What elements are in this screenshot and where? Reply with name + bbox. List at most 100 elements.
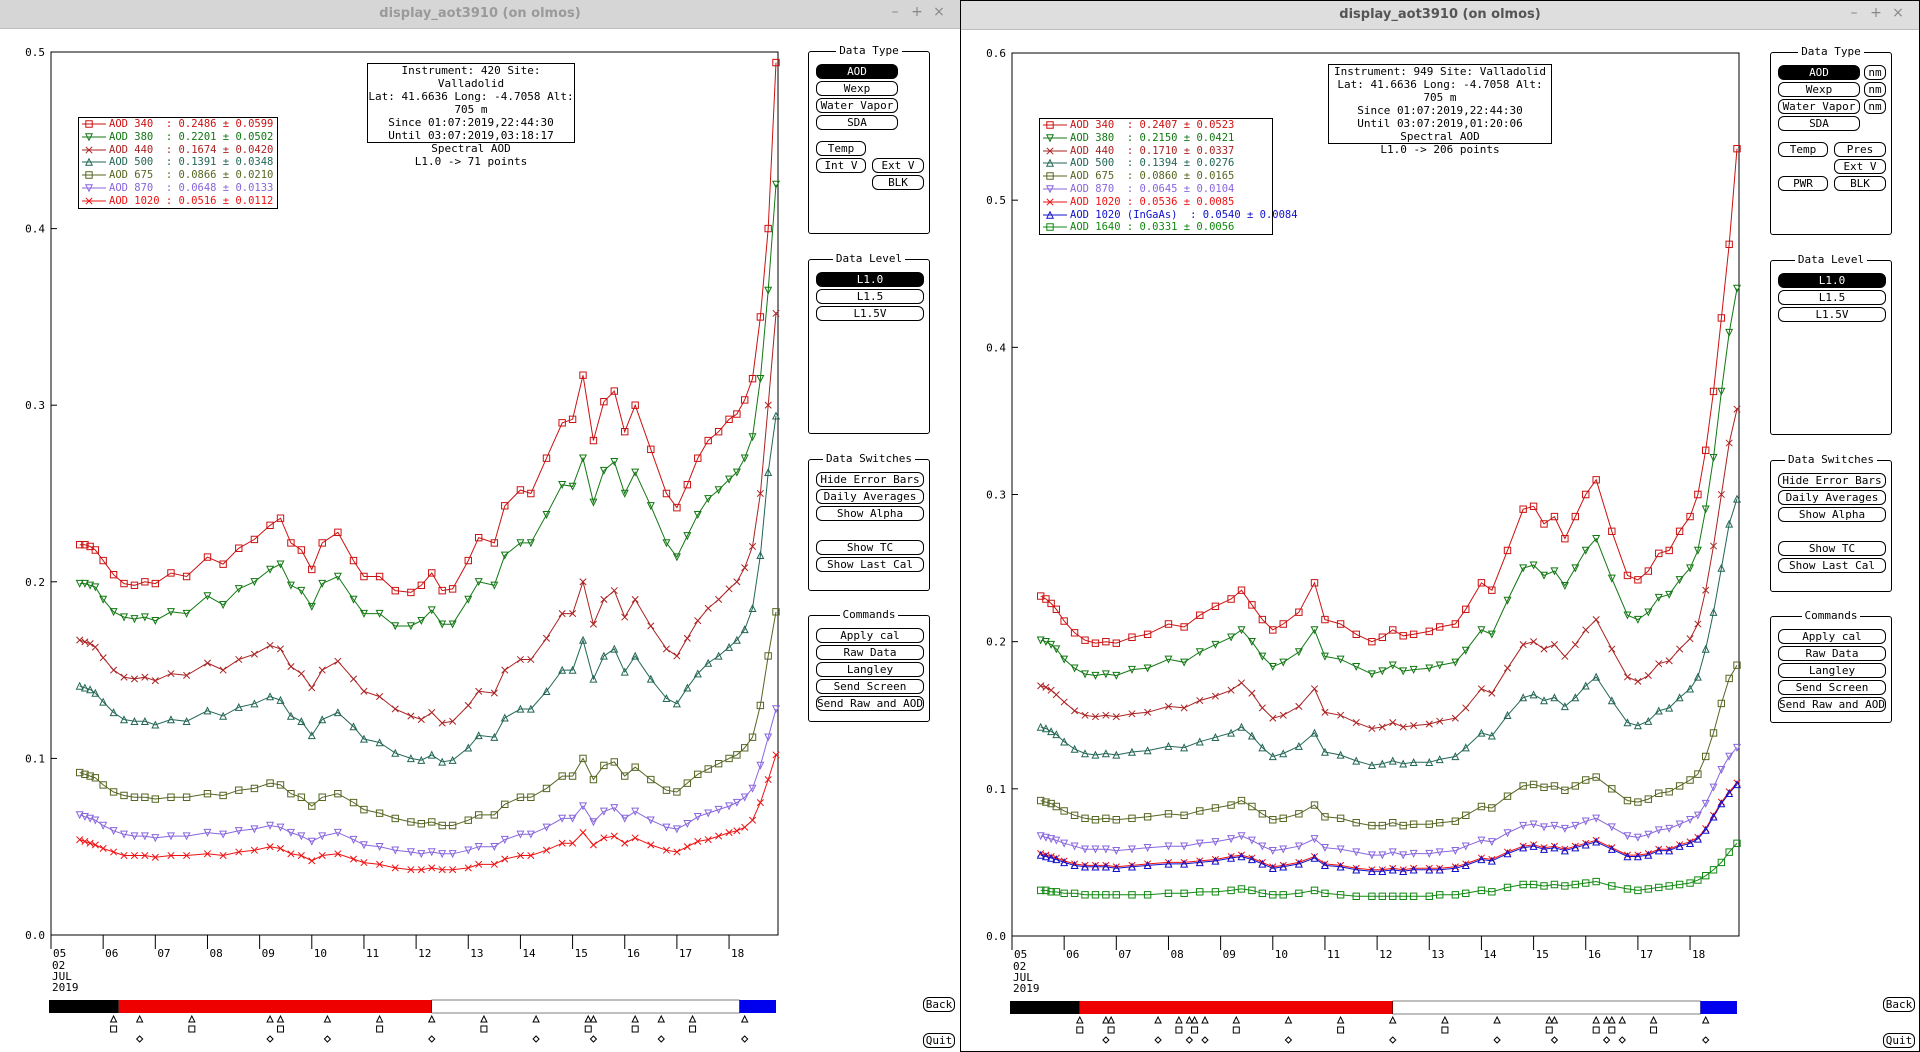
data-point xyxy=(1196,696,1204,705)
l10-button[interactable]: L1.0 xyxy=(816,272,924,287)
raw-data-button[interactable]: Raw Data xyxy=(816,645,924,660)
int-v-button[interactable]: Int V xyxy=(816,158,866,173)
show-tc-button[interactable]: Show TC xyxy=(816,540,924,555)
l10-button[interactable]: L1.0 xyxy=(1778,273,1886,288)
maximize-icon[interactable]: + xyxy=(1870,5,1882,21)
data-point xyxy=(704,836,712,844)
data-point xyxy=(1081,711,1089,719)
l15v-button[interactable]: L1.5V xyxy=(816,306,924,321)
legend-stat: : 0.0866 ± 0.0210 xyxy=(153,169,274,182)
data-point xyxy=(1368,724,1376,733)
temp-button[interactable]: Temp xyxy=(816,141,866,156)
measurement-marker xyxy=(1602,1015,1611,1024)
l15-button[interactable]: L1.5 xyxy=(1778,290,1886,305)
measurement-marker xyxy=(1154,1036,1162,1044)
close-icon[interactable]: × xyxy=(933,4,945,20)
send-screen-button[interactable]: Send Screen xyxy=(1778,680,1886,695)
minimize-icon[interactable]: – xyxy=(891,4,899,20)
back-button[interactable]: Back xyxy=(923,997,955,1012)
legend-stat: : 0.0540 ± 0.0084 xyxy=(1177,208,1298,221)
send-raw-and-aod-button[interactable]: Send Raw and AOD xyxy=(816,696,924,711)
data-point xyxy=(1654,826,1663,835)
data-point xyxy=(1112,863,1121,873)
info-line: L1.0 -> 206 points xyxy=(1380,143,1500,156)
quit-button[interactable]: Quit xyxy=(923,1033,955,1048)
show-last-cal-button[interactable]: Show Last Cal xyxy=(1778,558,1886,573)
back-button[interactable]: Back xyxy=(1883,997,1915,1012)
daily-averages-button[interactable]: Daily Averages xyxy=(1778,490,1886,505)
data-point xyxy=(1091,639,1100,647)
water-vapor-button[interactable]: Water Vapor xyxy=(1778,99,1860,114)
title-bar[interactable]: display_aot3910 (on olmos) – + × xyxy=(0,0,960,29)
wexp-button[interactable]: Wexp xyxy=(1778,82,1860,97)
data-point xyxy=(359,734,368,743)
data-point xyxy=(438,821,446,830)
maximize-icon[interactable]: + xyxy=(911,4,923,20)
show-alpha-button[interactable]: Show Alpha xyxy=(1778,507,1886,522)
hide-error-bars-button[interactable]: Hide Error Bars xyxy=(1778,473,1886,488)
aod-button[interactable]: AOD xyxy=(816,64,898,79)
temp-button[interactable]: Temp xyxy=(1778,142,1828,157)
data-point xyxy=(1560,824,1569,833)
nm-button[interactable]: nm xyxy=(1864,82,1886,97)
data-point xyxy=(579,578,587,586)
data-point xyxy=(266,692,275,701)
pres-button[interactable]: Pres xyxy=(1834,142,1886,157)
minimize-icon[interactable]: – xyxy=(1850,5,1858,21)
langley-button[interactable]: Langley xyxy=(816,662,924,677)
data-point xyxy=(475,860,483,868)
data-point xyxy=(1164,889,1173,898)
sda-button[interactable]: SDA xyxy=(1778,116,1860,131)
apply-cal-button[interactable]: Apply cal xyxy=(1778,629,1886,644)
data-point xyxy=(1582,626,1590,634)
blk-button[interactable]: BLK xyxy=(1834,176,1886,191)
send-raw-and-aod-button[interactable]: Send Raw and AOD xyxy=(1778,697,1886,712)
nm-button[interactable]: nm xyxy=(1864,99,1886,114)
data-point xyxy=(448,850,457,859)
show-alpha-button[interactable]: Show Alpha xyxy=(816,506,924,521)
data-point xyxy=(1693,811,1702,820)
data-point xyxy=(1607,844,1616,853)
wexp-button[interactable]: Wexp xyxy=(816,81,898,96)
data-point xyxy=(1530,638,1538,646)
data-point xyxy=(740,625,749,634)
apply-cal-button[interactable]: Apply cal xyxy=(816,628,924,643)
data-point xyxy=(662,823,671,832)
water-vapor-button[interactable]: Water Vapor xyxy=(816,98,898,113)
data-point xyxy=(589,775,598,784)
data-point xyxy=(1732,743,1742,752)
data-point xyxy=(1644,716,1653,725)
l15v-button[interactable]: L1.5V xyxy=(1778,307,1886,322)
show-last-cal-button[interactable]: Show Last Cal xyxy=(816,557,924,572)
daily-averages-button[interactable]: Daily Averages xyxy=(816,489,924,504)
measurement-marker xyxy=(1388,1015,1397,1024)
close-icon[interactable]: × xyxy=(1892,5,1904,21)
y-tick-label: 0.1 xyxy=(986,783,1006,796)
data-point xyxy=(1112,816,1121,824)
title-bar[interactable]: display_aot3910 (on olmos) – + × xyxy=(961,1,1919,30)
data-point xyxy=(1487,856,1496,865)
data-point xyxy=(286,828,295,837)
data-point xyxy=(1529,561,1538,570)
sda-button[interactable]: SDA xyxy=(816,115,898,130)
data-point xyxy=(1320,747,1329,756)
data-point xyxy=(1294,648,1303,657)
nm-button[interactable]: nm xyxy=(1864,65,1886,80)
pwr-button[interactable]: PWR xyxy=(1778,176,1828,191)
hide-error-bars-button[interactable]: Hide Error Bars xyxy=(816,472,924,487)
l15-button[interactable]: L1.5 xyxy=(816,289,924,304)
data-point xyxy=(1686,816,1695,825)
data-point xyxy=(250,699,259,708)
ext-v-button[interactable]: Ext V xyxy=(1834,159,1886,174)
data-point xyxy=(120,579,128,588)
ext-v-button[interactable]: Ext V xyxy=(872,158,924,173)
langley-button[interactable]: Langley xyxy=(1778,663,1886,678)
show-tc-button[interactable]: Show TC xyxy=(1778,541,1886,556)
raw-data-button[interactable]: Raw Data xyxy=(1778,646,1886,661)
blk-button[interactable]: BLK xyxy=(872,175,924,190)
data-point xyxy=(620,667,629,676)
quit-button[interactable]: Quit xyxy=(1883,1033,1915,1048)
data-point xyxy=(151,677,159,685)
send-screen-button[interactable]: Send Screen xyxy=(816,679,924,694)
aod-button[interactable]: AOD xyxy=(1778,65,1860,80)
